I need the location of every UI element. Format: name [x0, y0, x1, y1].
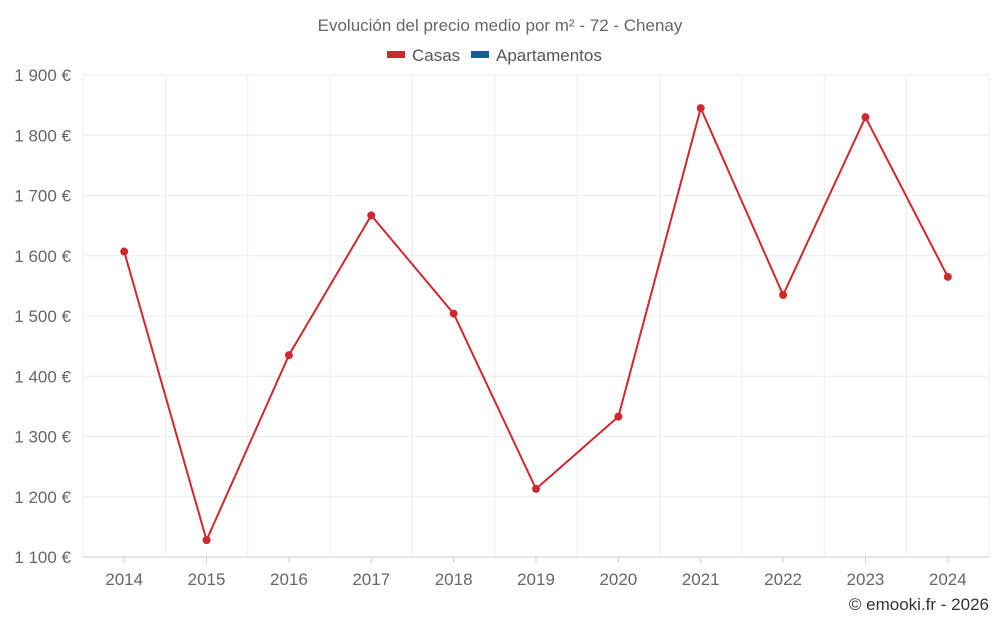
x-tick-label: 2016 [270, 570, 308, 589]
data-point[interactable] [120, 247, 129, 256]
x-tick-label: 2021 [682, 570, 720, 589]
data-point[interactable] [532, 484, 540, 493]
x-axis: 2014 2015 2016 2017 2018 2019 2020 2021 2022 2023… [83, 556, 989, 589]
legend-item-apartamentos[interactable]: Apartamentos [471, 46, 602, 65]
legend-item-casas[interactable]: Casas [387, 46, 460, 65]
x-tick-label: 2023 [847, 570, 885, 589]
legend-swatch-apartamentos [471, 51, 489, 58]
legend-label-apartamentos: Apartamentos [496, 46, 602, 65]
data-point[interactable] [614, 412, 623, 421]
x-tick-label: 2024 [929, 570, 967, 589]
y-tick-label: 1 700 € [14, 187, 71, 206]
data-point[interactable] [696, 104, 705, 113]
x-tick-label: 2020 [599, 570, 637, 589]
data-point[interactable] [449, 309, 458, 318]
x-tick-label: 2022 [764, 570, 802, 589]
y-tick-label: 1 800 € [14, 126, 71, 145]
y-tick-label: 1 400 € [14, 367, 71, 386]
y-tick-label: 1 600 € [14, 247, 71, 266]
credit-text: © emooki.fr - 2026 [849, 595, 989, 614]
data-point[interactable] [779, 290, 788, 299]
y-tick-label: 1 300 € [14, 428, 71, 447]
y-axis: 1 900 € 1 800 € 1 700 € 1 600 € 1 500 € 1 400… [14, 66, 71, 567]
data-point[interactable] [861, 113, 870, 122]
legend-swatch-casas [387, 51, 405, 58]
x-tick-label: 2018 [435, 570, 473, 589]
data-point[interactable] [943, 272, 952, 281]
legend-label-casas: Casas [412, 46, 460, 65]
x-tick-label: 2019 [517, 570, 555, 589]
data-point[interactable] [367, 211, 376, 220]
x-tick-label: 2014 [105, 570, 143, 589]
grid [82, 74, 990, 558]
x-tick-label: 2015 [188, 570, 226, 589]
x-tick-label: 2017 [352, 570, 390, 589]
data-point[interactable] [284, 351, 293, 360]
series-casas [120, 104, 952, 545]
data-point[interactable] [202, 536, 211, 545]
y-tick-label: 1 900 € [14, 66, 71, 85]
legend: Casas Apartamentos [387, 46, 602, 65]
chart-title: Evolución del precio medio por m² - 72 -… [318, 16, 683, 35]
y-tick-label: 1 200 € [14, 488, 71, 507]
y-tick-label: 1 100 € [14, 548, 71, 567]
y-tick-label: 1 500 € [14, 307, 71, 326]
